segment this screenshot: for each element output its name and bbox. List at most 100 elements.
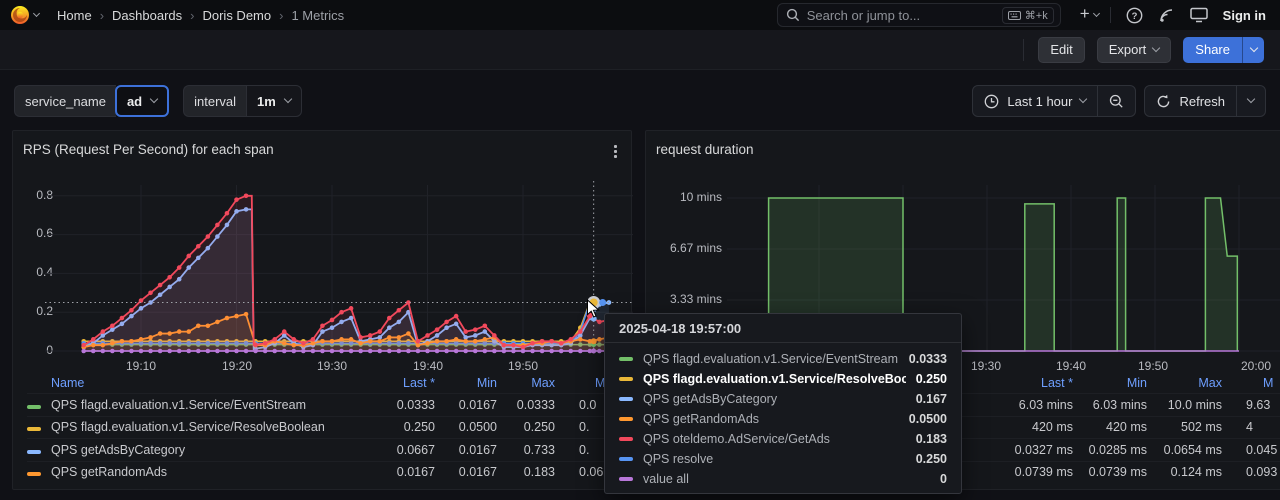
- panel-menu-kebab-icon[interactable]: [607, 143, 623, 159]
- tooltip-series-value: 0.0500: [908, 412, 947, 426]
- y-tick: 0.4: [36, 265, 53, 279]
- interval-select[interactable]: 1m: [246, 85, 302, 117]
- service-name-label: service_name: [14, 85, 116, 117]
- tooltip-series-name: QPS getAdsByCategory: [643, 392, 778, 406]
- legend-row[interactable]: QPS flagd.evaluation.v1.Service/EventStr…: [27, 393, 619, 416]
- series-min: 0.0167: [458, 442, 497, 457]
- series-min: 6.03 mins: [1092, 397, 1147, 412]
- legend-row[interactable]: QPS flagd.evaluation.v1.Service/ResolveB…: [27, 415, 619, 439]
- series-min: 420 ms: [1106, 420, 1147, 435]
- tooltip-series-value: 0.0333: [908, 352, 947, 366]
- series-markers: [81, 348, 612, 354]
- breadcrumb: Home › Dashboards › Doris Demo › 1 Metri…: [57, 8, 344, 23]
- series-max: 10.0 mins: [1167, 397, 1222, 412]
- series-last: 6.03 mins: [1018, 397, 1073, 412]
- series-swatch: [619, 377, 633, 381]
- y-tick: 0.8: [36, 188, 53, 202]
- grafana-logo-icon[interactable]: [10, 5, 30, 25]
- keyboard-icon: [1007, 10, 1021, 20]
- tooltip-row: QPS oteldemo.AdService/GetAds 0.183: [605, 429, 961, 449]
- share-button[interactable]: Share: [1183, 36, 1242, 63]
- keyboard-shortcut-badge: ⌘+k: [1001, 6, 1054, 24]
- chevron-down-icon: [149, 94, 159, 104]
- tooltip-timestamp: 2025-04-18 19:57:00: [605, 314, 961, 343]
- breadcrumb-home[interactable]: Home: [57, 7, 92, 23]
- y-tick: 10 mins: [679, 190, 722, 204]
- x-tick: 19:50: [1137, 359, 1169, 373]
- col-last[interactable]: Last *: [1041, 376, 1073, 390]
- rps-chart[interactable]: [45, 181, 633, 354]
- tooltip-series-value: 0.167: [915, 392, 947, 406]
- share-caret-button[interactable]: [1242, 36, 1264, 63]
- refresh-interval-caret[interactable]: [1237, 85, 1266, 117]
- series-last: 0.0167: [396, 465, 435, 480]
- x-tick: 19:10: [125, 359, 157, 373]
- help-icon[interactable]: ?: [1122, 2, 1148, 28]
- series-last: 0.0739 ms: [1014, 465, 1073, 480]
- breadcrumb-dashboards[interactable]: Dashboards: [112, 7, 183, 23]
- zoom-out-button[interactable]: [1098, 85, 1137, 117]
- col-min[interactable]: Min: [476, 376, 497, 390]
- series-swatch: [619, 357, 633, 361]
- panel-title[interactable]: RPS (Request Per Second) for each span: [23, 142, 274, 157]
- tooltip-series-value: 0.250: [915, 372, 947, 386]
- edit-button[interactable]: Edit: [1038, 36, 1085, 63]
- search-placeholder: Search or jump to...: [806, 7, 921, 23]
- series-name[interactable]: QPS flagd.evaluation.v1.Service/EventStr…: [51, 397, 306, 412]
- legend-row[interactable]: QPS getRandomAds 0.0167 0.0167 0.183 0.06: [27, 460, 619, 484]
- col-min[interactable]: Min: [1126, 376, 1147, 390]
- x-tick: 19:40: [1055, 359, 1087, 373]
- legend-row[interactable]: 0.0739 ms 0.0739 ms 0.124 ms 0.093: [666, 460, 1280, 484]
- news-rss-icon[interactable]: [1154, 2, 1180, 28]
- search-input[interactable]: Search or jump to... ⌘+k: [776, 3, 1061, 27]
- series-last: 0.250: [403, 420, 435, 435]
- service-name-select[interactable]: ad: [114, 85, 170, 117]
- time-range-picker[interactable]: Last 1 hour: [972, 85, 1099, 117]
- interval-label: interval: [183, 85, 247, 117]
- legend-row[interactable]: 0.0327 ms 0.0285 ms 0.0654 ms 0.045: [666, 438, 1280, 461]
- tooltip-series-name: QPS flagd.evaluation.v1.Service/EventStr…: [643, 352, 898, 366]
- controls-row: service_name ad interval 1m Last 1 hour: [0, 84, 1280, 118]
- chevron-down-icon: [1152, 43, 1161, 52]
- add-button[interactable]: +: [1080, 2, 1100, 28]
- sign-in-button[interactable]: Sign in: [1222, 7, 1266, 23]
- col-last[interactable]: Last *: [403, 376, 435, 390]
- mouse-cursor: [586, 298, 602, 324]
- refresh-button[interactable]: Refresh: [1144, 85, 1237, 117]
- col-max[interactable]: Max: [1198, 376, 1222, 390]
- panel-rps: RPS (Request Per Second) for each span 0…: [12, 130, 633, 490]
- x-tick: 19:30: [970, 359, 1002, 373]
- col-mean[interactable]: M: [1263, 376, 1274, 390]
- legend-row[interactable]: QPS getAdsByCategory 0.0667 0.0167 0.733 0.: [27, 438, 619, 461]
- breadcrumb-doris-demo[interactable]: Doris Demo: [202, 7, 272, 23]
- breadcrumb-separator: ›: [279, 7, 284, 23]
- logo-caret-icon[interactable]: [32, 9, 41, 17]
- series-name[interactable]: QPS flagd.evaluation.v1.Service/ResolveB…: [51, 420, 325, 435]
- series-max: 0.250: [523, 420, 555, 435]
- hover-point: [591, 348, 597, 354]
- display-monitor-icon[interactable]: [1186, 2, 1212, 28]
- series-max: 0.0333: [516, 397, 555, 412]
- hover-point: [590, 338, 597, 345]
- x-tick: 19:50: [507, 359, 539, 373]
- series-name[interactable]: QPS getRandomAds: [51, 465, 168, 480]
- series-fill: [83, 195, 609, 351]
- export-button[interactable]: Export: [1096, 36, 1172, 63]
- chart-tooltip: 2025-04-18 19:57:00 QPS flagd.evaluation…: [604, 313, 962, 494]
- col-name[interactable]: Name: [51, 376, 85, 390]
- series-swatch: [619, 477, 633, 481]
- series-last: 420 ms: [1032, 420, 1073, 435]
- chevron-down-icon: [1246, 94, 1256, 104]
- series-swatch: [27, 472, 41, 477]
- dashboard-toolbar: Edit Export Share: [0, 30, 1280, 70]
- panel-title[interactable]: request duration: [656, 142, 754, 157]
- series-swatch: [27, 427, 41, 432]
- refresh-icon: [1158, 94, 1170, 107]
- series-mean: 0.06: [579, 465, 604, 480]
- series-fill: [83, 209, 609, 351]
- col-max[interactable]: Max: [531, 376, 555, 390]
- series-name[interactable]: QPS getAdsByCategory: [51, 442, 186, 457]
- tooltip-series-name: QPS resolve: [643, 452, 714, 466]
- tooltip-series-name: QPS oteldemo.AdService/GetAds: [643, 432, 830, 446]
